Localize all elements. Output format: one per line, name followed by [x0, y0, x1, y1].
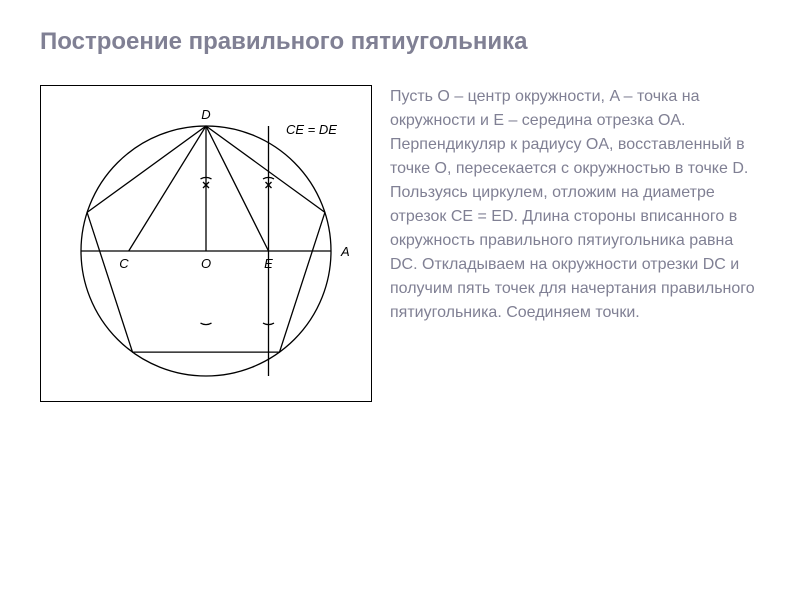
- svg-text:O: O: [201, 256, 211, 271]
- body-paragraph: Пусть O – центр окружности, A – точка на…: [390, 85, 760, 325]
- slide: Построение правильного пятиугольника D A E…: [0, 0, 800, 600]
- svg-text:D: D: [201, 107, 210, 122]
- svg-text:CE = DE: CE = DE: [286, 122, 337, 137]
- svg-text:A: A: [340, 244, 350, 259]
- content-row: D A E O C CE = DE Пусть O – центр окружности,…: [40, 85, 760, 402]
- pentagon-construction-diagram: D A E O C CE = DE: [41, 86, 371, 396]
- diagram-container: D A E O C CE = DE: [40, 85, 372, 402]
- svg-text:C: C: [119, 256, 129, 271]
- svg-text:E: E: [264, 256, 273, 271]
- slide-title: Построение правильного пятиугольника: [40, 28, 760, 57]
